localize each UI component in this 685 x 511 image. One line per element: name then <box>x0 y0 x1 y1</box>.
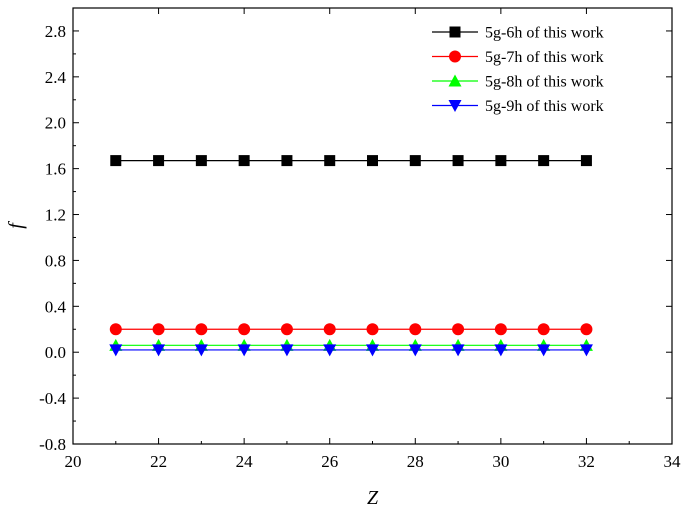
data-point <box>152 323 165 336</box>
x-tick-label: 20 <box>65 452 82 471</box>
data-point <box>110 155 122 167</box>
data-point <box>194 344 208 357</box>
data-point <box>494 323 507 336</box>
x-tick-label: 22 <box>150 452 167 471</box>
data-point <box>366 344 379 357</box>
data-point <box>280 323 293 336</box>
y-tick-label: 2.0 <box>45 114 66 133</box>
data-point <box>409 155 421 167</box>
data-point <box>367 155 378 167</box>
data-point <box>237 344 251 357</box>
data-point <box>580 155 592 167</box>
legend-label: 5g-8h of this work <box>485 74 604 91</box>
y-tick-label: 0.8 <box>45 251 66 270</box>
data-point <box>109 323 122 336</box>
data-point <box>451 344 465 357</box>
data-point <box>580 323 593 336</box>
data-point <box>494 344 508 357</box>
data-point <box>452 323 465 336</box>
data-point <box>537 344 551 357</box>
x-tick-label: 28 <box>407 452 424 471</box>
x-tick-label: 34 <box>664 452 682 471</box>
legend-label: 5g-9h of this work <box>485 98 604 115</box>
y-tick-label: 1.2 <box>45 206 66 225</box>
series-3 <box>109 338 593 351</box>
data-point <box>408 344 422 357</box>
data-point <box>409 323 422 336</box>
data-point <box>238 323 251 336</box>
data-point <box>538 155 550 167</box>
legend-item: 5g-6h of this work <box>432 25 604 42</box>
y-tick-label: -0.8 <box>39 435 66 454</box>
legend-marker <box>448 74 462 87</box>
series-4 <box>109 344 593 357</box>
data-point <box>195 323 208 336</box>
legend-item: 5g-7h of this work <box>432 49 604 66</box>
legend-marker <box>448 100 462 112</box>
data-point <box>366 323 379 336</box>
legend-label: 5g-7h of this work <box>485 49 604 66</box>
series-layer <box>109 155 593 357</box>
series-2 <box>109 323 593 336</box>
x-tick-label: 32 <box>578 452 595 471</box>
legend-marker <box>449 26 461 38</box>
y-tick-label: 2.8 <box>45 22 66 41</box>
data-point <box>109 344 123 357</box>
y-tick-label: 0.0 <box>45 343 66 362</box>
x-tick-label: 30 <box>492 452 509 471</box>
data-point <box>281 155 293 167</box>
data-point <box>280 344 294 357</box>
data-point <box>324 155 336 167</box>
data-point <box>152 344 166 357</box>
data-point <box>323 323 336 336</box>
y-tick-label: 1.6 <box>45 160 66 179</box>
data-point <box>452 155 464 167</box>
y-axis-title: f <box>5 221 27 229</box>
data-point <box>323 344 337 357</box>
x-axis-title: Z <box>367 487 379 509</box>
y-tick-label: 2.4 <box>45 68 67 87</box>
data-point <box>238 155 250 167</box>
data-point <box>195 155 207 167</box>
y-tick-label: 0.4 <box>45 297 67 316</box>
legend-label: 5g-6h of this work <box>485 25 604 42</box>
tick-labels: 20 22 24 26 28 30 32 34 -0.8 -0.4 0.0 0.4 0.8 1.2 1.6 2… <box>39 22 681 471</box>
data-point <box>153 155 165 167</box>
data-point <box>537 323 550 336</box>
legend-item: 5g-9h of this work <box>432 98 604 115</box>
legend-item: 5g-8h of this work <box>432 74 604 91</box>
data-point <box>579 344 593 357</box>
y-tick-label: -0.4 <box>39 389 66 408</box>
data-point <box>495 155 507 167</box>
legend: 5g-6h of this work 5g-7h of this work 5g-8… <box>432 25 604 115</box>
plot-frame <box>72 7 673 445</box>
legend-marker <box>449 50 461 63</box>
x-tick-label: 26 <box>321 452 338 471</box>
series-1 <box>110 155 592 167</box>
x-tick-label: 24 <box>236 452 254 471</box>
